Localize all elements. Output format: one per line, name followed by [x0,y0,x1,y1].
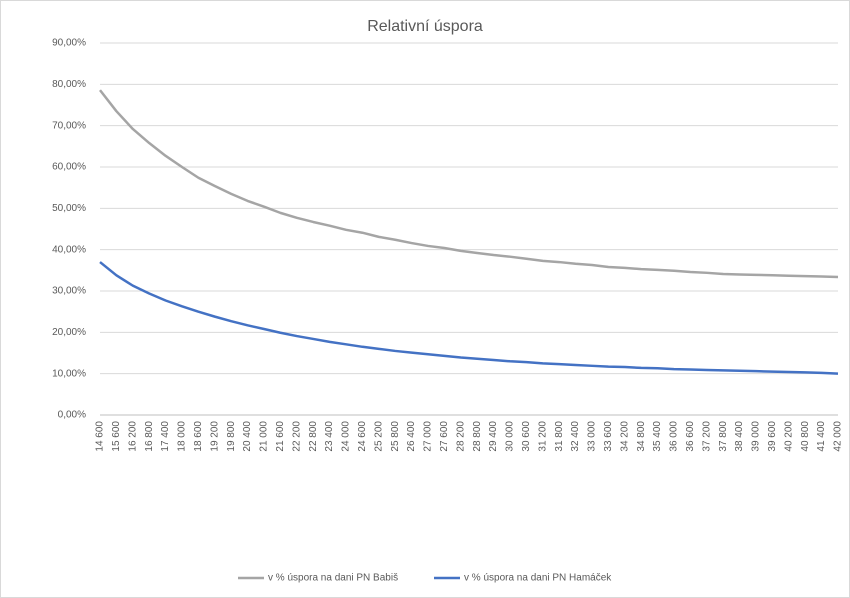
y-tick-label: 90,00% [52,38,86,49]
x-tick-label: 40 800 [800,421,811,452]
line-series [99,89,839,279]
x-tick-label: 22 200 [291,421,302,452]
x-tick-label: 38 400 [734,421,745,452]
x-tick-label: 22 800 [308,421,319,452]
x-tick-label: 42 000 [833,421,844,452]
x-tick-label: 19 800 [226,421,237,452]
x-tick-label: 16 200 [127,421,138,452]
y-tick-label: 70,00% [52,120,86,131]
x-tick-label: 41 400 [816,421,827,452]
y-tick-label: 0,00% [58,410,86,421]
chart-title: Relativní úspora [367,18,483,35]
x-tick-label: 40 200 [783,421,794,452]
y-tick-label: 60,00% [52,162,86,173]
x-tick-label: 25 800 [390,421,401,452]
x-tick-label: 36 000 [669,421,680,452]
line-series [99,261,839,375]
y-tick-label: 20,00% [52,327,86,338]
x-tick-label: 14 600 [95,421,106,452]
y-tick-label: 50,00% [52,203,86,214]
x-tick-label: 20 400 [242,421,253,452]
x-tick-label: 39 600 [767,421,778,452]
legend-label: v % úspora na dani PN Babiš [268,573,398,584]
x-tick-label: 33 600 [603,421,614,452]
x-tick-label: 30 600 [521,421,532,452]
x-tick-label: 27 600 [439,421,450,452]
x-tick-label: 31 200 [537,421,548,452]
x-tick-label: 19 200 [209,421,220,452]
x-tick-label: 33 000 [587,421,598,452]
x-tick-label: 24 000 [341,421,352,452]
x-tick-label: 27 000 [423,421,434,452]
x-tick-label: 18 000 [177,421,188,452]
x-tick-label: 15 600 [111,421,122,452]
x-tick-label: 39 000 [751,421,762,452]
x-tick-label: 17 400 [160,421,171,452]
y-tick-label: 80,00% [52,79,86,90]
y-tick-label: 10,00% [52,368,86,379]
x-tick-label: 30 000 [505,421,516,452]
x-tick-label: 18 600 [193,421,204,452]
x-tick-label: 16 800 [144,421,155,452]
x-tick-label: 21 000 [259,421,270,452]
y-tick-label: 30,00% [52,286,86,297]
x-tick-label: 31 800 [554,421,565,452]
legend-label: v % úspora na dani PN Hamáček [464,573,612,584]
x-tick-label: 34 200 [619,421,630,452]
x-tick-label: 35 400 [652,421,663,452]
x-tick-label: 23 400 [324,421,335,452]
x-tick-label: 21 600 [275,421,286,452]
x-tick-label: 32 400 [570,421,581,452]
x-tick-label: 28 200 [455,421,466,452]
x-tick-label: 37 200 [701,421,712,452]
x-tick-label: 28 800 [472,421,483,452]
x-tick-label: 24 600 [357,421,368,452]
x-tick-label: 36 600 [685,421,696,452]
x-tick-label: 37 800 [718,421,729,452]
x-tick-label: 29 400 [488,421,499,452]
x-tick-label: 26 400 [406,421,417,452]
x-tick-label: 34 800 [636,421,647,452]
x-tick-label: 25 200 [373,421,384,452]
y-tick-label: 40,00% [52,244,86,255]
